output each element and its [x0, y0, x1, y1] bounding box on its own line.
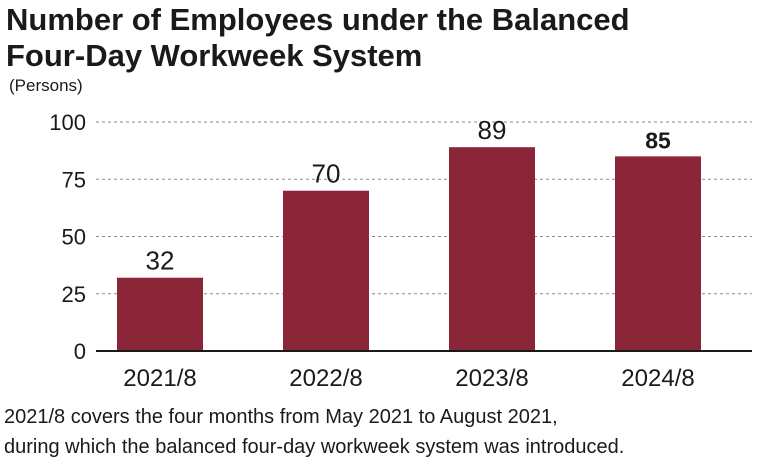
x-tick-label: 2021/8 — [123, 365, 196, 392]
bar — [117, 277, 203, 351]
data-label: 89 — [478, 115, 507, 145]
bar-chart: 0 25 50 75 100 32 2021/8 70 2022/8 89 2023/8 85 2024… — [49, 110, 752, 392]
x-tick-label: 2024/8 — [621, 365, 694, 392]
x-tick-label: 2022/8 — [289, 365, 362, 392]
bar — [283, 190, 369, 351]
chart-title: Number of Employees under the Balanced F… — [6, 2, 630, 74]
footnote: 2021/8 covers the four months from May 2… — [4, 402, 768, 462]
y-tick-label: 50 — [62, 225, 86, 250]
data-label: 85 — [645, 127, 671, 153]
y-axis-unit-label: (Persons) — [9, 76, 83, 95]
bar — [449, 147, 535, 351]
y-tick-label: 75 — [62, 167, 86, 192]
y-tick-label: 25 — [62, 282, 86, 307]
footnote-line-2: during which the balanced four-day workw… — [4, 436, 625, 458]
bar — [615, 156, 701, 351]
footnote-line-1: 2021/8 covers the four months from May 2… — [4, 406, 558, 428]
data-label: 70 — [312, 159, 341, 189]
data-label: 32 — [146, 246, 175, 276]
chart-title-line-2: Four-Day Workweek System — [6, 38, 423, 73]
y-tick-label: 100 — [49, 110, 86, 135]
x-tick-label: 2023/8 — [455, 365, 528, 392]
chart-title-line-1: Number of Employees under the Balanced — [6, 2, 630, 37]
y-tick-label: 0 — [74, 339, 86, 364]
